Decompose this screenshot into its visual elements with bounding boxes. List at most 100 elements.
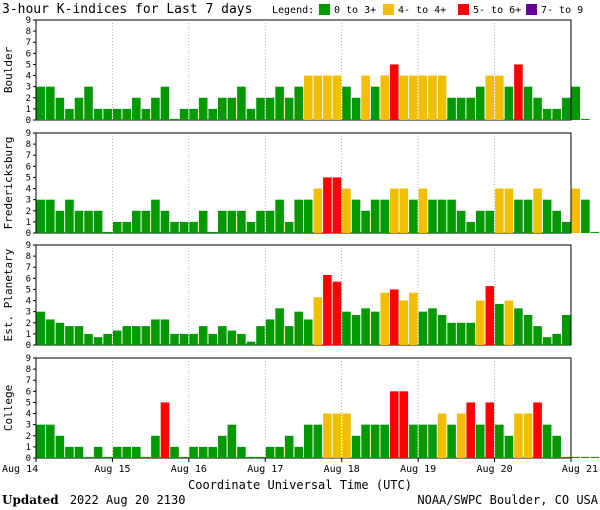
k-index-bar [122,446,132,458]
panels: 0123456789Boulder0123456789Fredericksbur… [2,16,600,464]
k-index-bar [437,75,447,120]
k-index-bar [132,326,141,345]
k-index-bar [74,446,84,458]
k-index-bar [170,446,179,458]
k-index-bar [409,424,418,458]
k-index-bar [504,86,514,120]
k-index-bar [141,210,151,233]
k-index-bar [93,337,103,345]
y-tick-label: 7 [26,151,31,161]
k-index-bar [74,326,84,345]
y-tick-label: 5 [26,173,31,183]
k-index-bar [389,188,399,233]
y-tick-label: 1 [26,443,31,453]
y-tick-label: 3 [26,83,31,93]
y-tick-label: 4 [26,297,31,307]
k-index-bar [370,199,380,233]
k-index-bar [189,108,198,120]
k-index-bar [380,292,389,345]
k-index-bar [504,300,514,345]
k-index-bar [523,86,533,120]
k-index-bar [380,199,389,233]
k-index-bar [84,210,93,233]
k-index-bar [65,446,74,458]
k-index-bar [552,108,561,120]
k-index-bar [103,333,112,345]
k-index-bar [542,424,552,458]
k-index-bar [93,210,103,233]
k-index-bar [447,424,456,458]
k-index-bar [418,424,428,458]
k-index-bar [351,199,361,233]
k-index-bar [313,188,323,233]
k-index-bar [304,319,313,345]
k-index-bar [122,108,132,120]
k-index-bar [189,446,198,458]
k-index-bar [495,75,504,120]
k-index-bar [227,210,237,233]
k-index-bar [313,297,323,345]
k-index-bar [342,86,351,120]
k-index-bar [409,199,418,233]
k-index-bar [112,330,122,345]
legend-item-3: 7- to 9 [541,5,583,16]
k-index-bar [428,75,437,120]
k-index-bar [55,97,65,120]
y-tick-label: 3 [26,421,31,431]
y-tick-label: 9 [26,129,31,139]
y-tick-label: 4 [26,410,31,420]
y-tick-label: 9 [26,354,31,364]
k-index-bar [447,322,456,345]
k-index-bar [237,446,246,458]
k-index-bar [151,435,160,458]
k-index-bar [36,424,46,458]
chart-title: 3-hour K-indices for Last 7 days [2,2,252,17]
k-index-bar [198,97,208,120]
k-index-bar [141,326,151,345]
k-index-bar [265,210,275,233]
k-index-bar [132,210,141,233]
y-tick-label: 0 [26,341,31,351]
y-tick-label: 0 [26,229,31,239]
k-index-bar [485,75,495,120]
k-index-bar [361,210,370,233]
k-index-bar [485,286,495,345]
k-index-bar [275,308,284,345]
x-tick-label: Aug 19 [400,464,436,475]
k-index-bar [304,75,313,120]
k-index-bar [208,446,218,458]
k-index-bar [323,413,332,458]
k-index-bar [323,75,332,120]
k-index-bar [246,341,256,345]
k-index-bar [361,424,370,458]
k-index-bar [533,188,542,233]
updated-value: 2022 Aug 20 2130 [70,493,186,507]
y-tick-label: 1 [26,330,31,340]
k-index-bar [256,97,265,120]
k-index-bar [370,311,380,345]
k-index-bar [65,108,74,120]
k-index-bar [46,319,55,345]
k-index-bar [198,210,208,233]
k-index-bar [370,424,380,458]
k-index-bar [189,221,198,233]
k-index-bar [160,402,170,458]
k-index-bar [581,199,590,233]
footer-source: NOAA/SWPC Boulder, CO USA [417,493,598,507]
k-index-bar [256,326,265,345]
legend: Legend: 0 to 3+ 4- to 4+ 5- to 6+ 7- to … [272,4,583,16]
k-index-bar [74,210,84,233]
k-index-bar [208,333,218,345]
k-index-bar [475,300,485,345]
k-index-bar [36,199,46,233]
k-index-bar [523,199,533,233]
y-tick-label: 6 [26,387,31,397]
k-index-bar [237,333,246,345]
k-index-bar [179,456,189,458]
panel-label: College [2,385,15,431]
y-tick-label: 3 [26,308,31,318]
y-tick-label: 9 [26,241,31,251]
k-index-bar [389,289,399,345]
k-index-bar [160,319,170,345]
